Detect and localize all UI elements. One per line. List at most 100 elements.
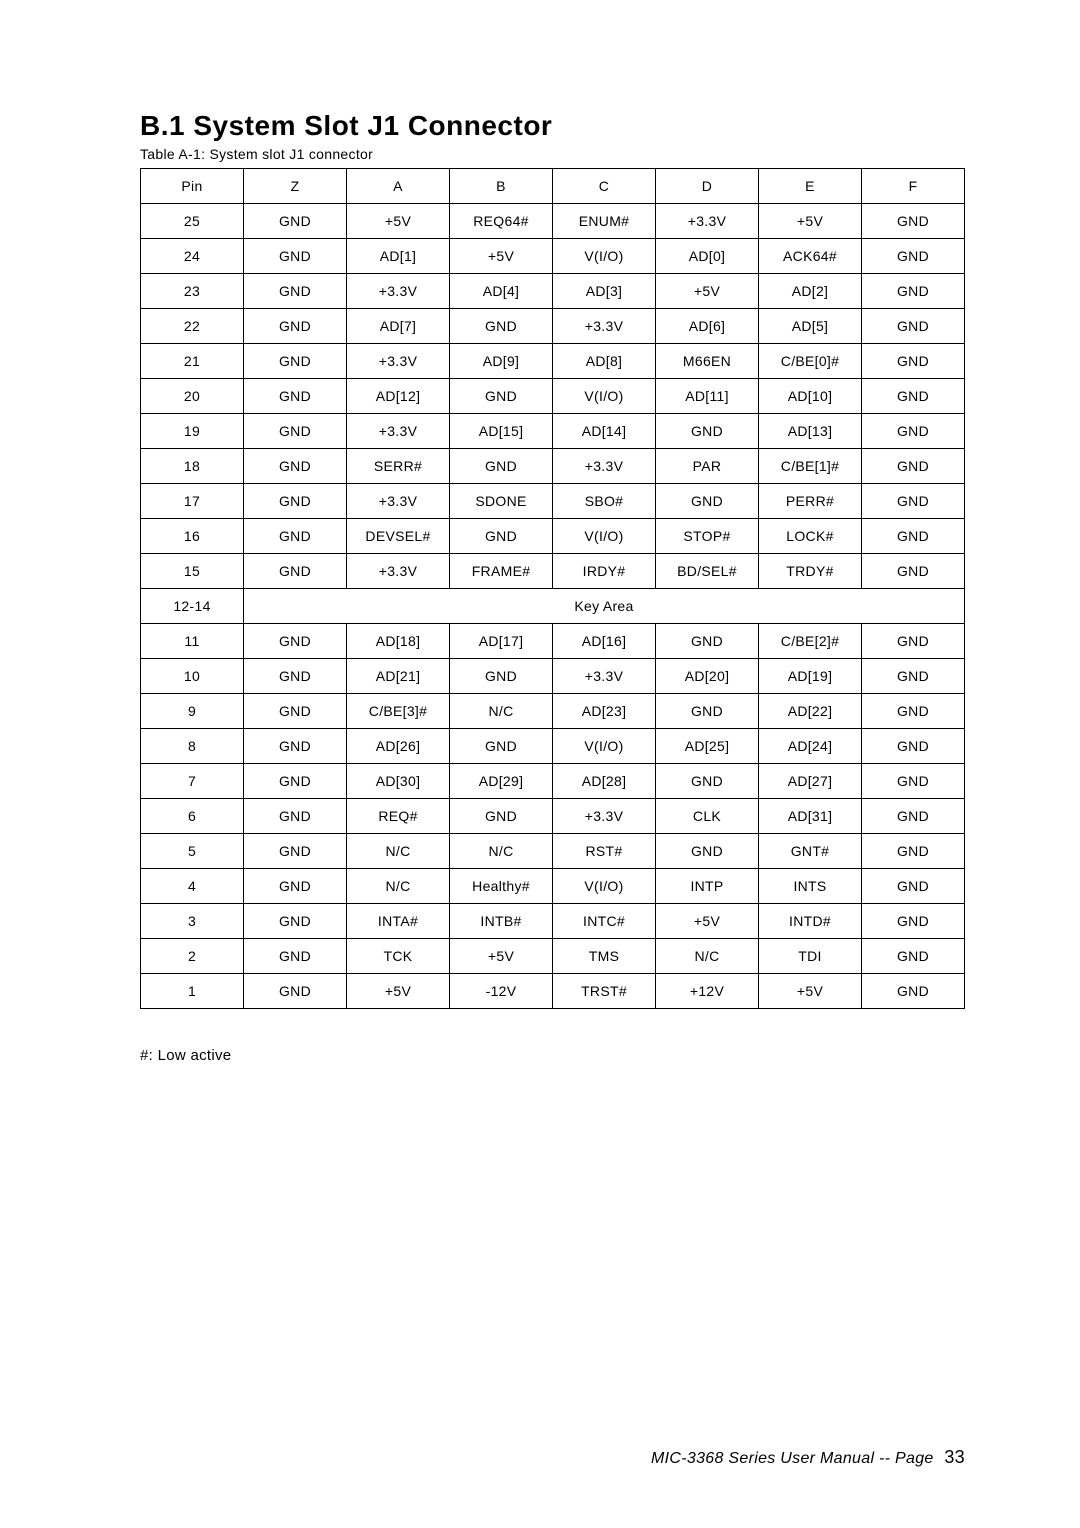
table-cell: GND [862, 274, 965, 309]
table-cell: DEVSEL# [347, 519, 450, 554]
table-cell: V(I/O) [553, 729, 656, 764]
table-row: 2GNDTCK+5VTMSN/CTDIGND [141, 939, 965, 974]
table-cell: GND [244, 764, 347, 799]
table-cell: AD[29] [450, 764, 553, 799]
pinout-table: PinZABCDEF 25GND+5VREQ64#ENUM#+3.3V+5VGN… [140, 168, 965, 1009]
table-cell: GND [862, 239, 965, 274]
table-row: 19GND+3.3VAD[15]AD[14]GNDAD[13]GND [141, 414, 965, 449]
table-row: 24GNDAD[1]+5VV(I/O)AD[0]ACK64#GND [141, 239, 965, 274]
table-cell: 19 [141, 414, 244, 449]
table-cell: AD[20] [656, 659, 759, 694]
table-cell: GND [244, 624, 347, 659]
table-cell: N/C [347, 869, 450, 904]
table-row: 7GNDAD[30]AD[29]AD[28]GNDAD[27]GND [141, 764, 965, 799]
table-cell: 8 [141, 729, 244, 764]
table-cell: REQ# [347, 799, 450, 834]
column-header: Pin [141, 169, 244, 204]
table-cell: GND [862, 379, 965, 414]
table-cell: +5V [759, 204, 862, 239]
table-cell: STOP# [656, 519, 759, 554]
table-cell: GND [244, 904, 347, 939]
table-cell: +5V [347, 974, 450, 1009]
table-cell: C/BE[1]# [759, 449, 862, 484]
table-row: 8GNDAD[26]GNDV(I/O)AD[25]AD[24]GND [141, 729, 965, 764]
table-cell: V(I/O) [553, 869, 656, 904]
table-row: 21GND+3.3VAD[9]AD[8]M66ENC/BE[0]#GND [141, 344, 965, 379]
table-cell: INTD# [759, 904, 862, 939]
table-cell: GND [244, 799, 347, 834]
table-cell: V(I/O) [553, 239, 656, 274]
table-cell: INTC# [553, 904, 656, 939]
table-row: 22GNDAD[7]GND+3.3VAD[6]AD[5]GND [141, 309, 965, 344]
table-cell: CLK [656, 799, 759, 834]
table-cell: 9 [141, 694, 244, 729]
table-cell: GND [862, 449, 965, 484]
table-cell: GND [244, 694, 347, 729]
table-cell: +3.3V [347, 414, 450, 449]
page-footer: MIC-3368 Series User Manual -- Page 33 [651, 1447, 965, 1468]
table-cell: GND [244, 309, 347, 344]
table-cell: INTB# [450, 904, 553, 939]
table-cell: +3.3V [347, 554, 450, 589]
table-cell: 16 [141, 519, 244, 554]
table-row: 5GNDN/CN/CRST#GNDGNT#GND [141, 834, 965, 869]
table-cell: +5V [347, 204, 450, 239]
table-row: 18GNDSERR#GND+3.3VPARC/BE[1]#GND [141, 449, 965, 484]
table-cell: LOCK# [759, 519, 862, 554]
column-header: A [347, 169, 450, 204]
table-cell: GND [244, 974, 347, 1009]
table-cell: TRDY# [759, 554, 862, 589]
table-row: 23GND+3.3VAD[4]AD[3]+5VAD[2]GND [141, 274, 965, 309]
table-cell: GND [244, 659, 347, 694]
table-cell: AD[3] [553, 274, 656, 309]
column-header: C [553, 169, 656, 204]
table-cell: GND [656, 694, 759, 729]
table-cell: GND [862, 519, 965, 554]
table-cell: 24 [141, 239, 244, 274]
table-cell: +3.3V [553, 309, 656, 344]
table-cell: TCK [347, 939, 450, 974]
table-cell: ACK64# [759, 239, 862, 274]
table-cell: AD[18] [347, 624, 450, 659]
table-cell: GND [862, 309, 965, 344]
table-cell: 18 [141, 449, 244, 484]
table-cell: AD[11] [656, 379, 759, 414]
column-header: B [450, 169, 553, 204]
table-cell: GND [244, 519, 347, 554]
table-cell: 1 [141, 974, 244, 1009]
table-cell: GND [862, 764, 965, 799]
table-cell: 20 [141, 379, 244, 414]
column-header: E [759, 169, 862, 204]
table-cell: 25 [141, 204, 244, 239]
table-cell: N/C [347, 834, 450, 869]
table-cell: TMS [553, 939, 656, 974]
table-cell: 3 [141, 904, 244, 939]
table-cell: IRDY# [553, 554, 656, 589]
table-cell: V(I/O) [553, 519, 656, 554]
table-cell: GND [244, 939, 347, 974]
table-cell: AD[9] [450, 344, 553, 379]
table-cell: +3.3V [656, 204, 759, 239]
table-cell: C/BE[2]# [759, 624, 862, 659]
table-cell: GND [450, 309, 553, 344]
table-cell: M66EN [656, 344, 759, 379]
table-cell: AD[28] [553, 764, 656, 799]
table-cell: GND [656, 484, 759, 519]
table-cell: GND [862, 659, 965, 694]
table-cell: +3.3V [347, 344, 450, 379]
table-cell: GND [244, 414, 347, 449]
table-cell: AD[7] [347, 309, 450, 344]
table-cell: N/C [450, 694, 553, 729]
table-cell: AD[30] [347, 764, 450, 799]
table-cell: N/C [656, 939, 759, 974]
table-cell: SDONE [450, 484, 553, 519]
table-cell: AD[0] [656, 239, 759, 274]
table-cell: BD/SEL# [656, 554, 759, 589]
table-cell: ENUM# [553, 204, 656, 239]
table-cell: C/BE[0]# [759, 344, 862, 379]
page-number: 33 [944, 1447, 965, 1467]
table-cell: +5V [759, 974, 862, 1009]
table-row: 9GNDC/BE[3]#N/CAD[23]GNDAD[22]GND [141, 694, 965, 729]
table-cell: GND [656, 414, 759, 449]
table-cell: Healthy# [450, 869, 553, 904]
